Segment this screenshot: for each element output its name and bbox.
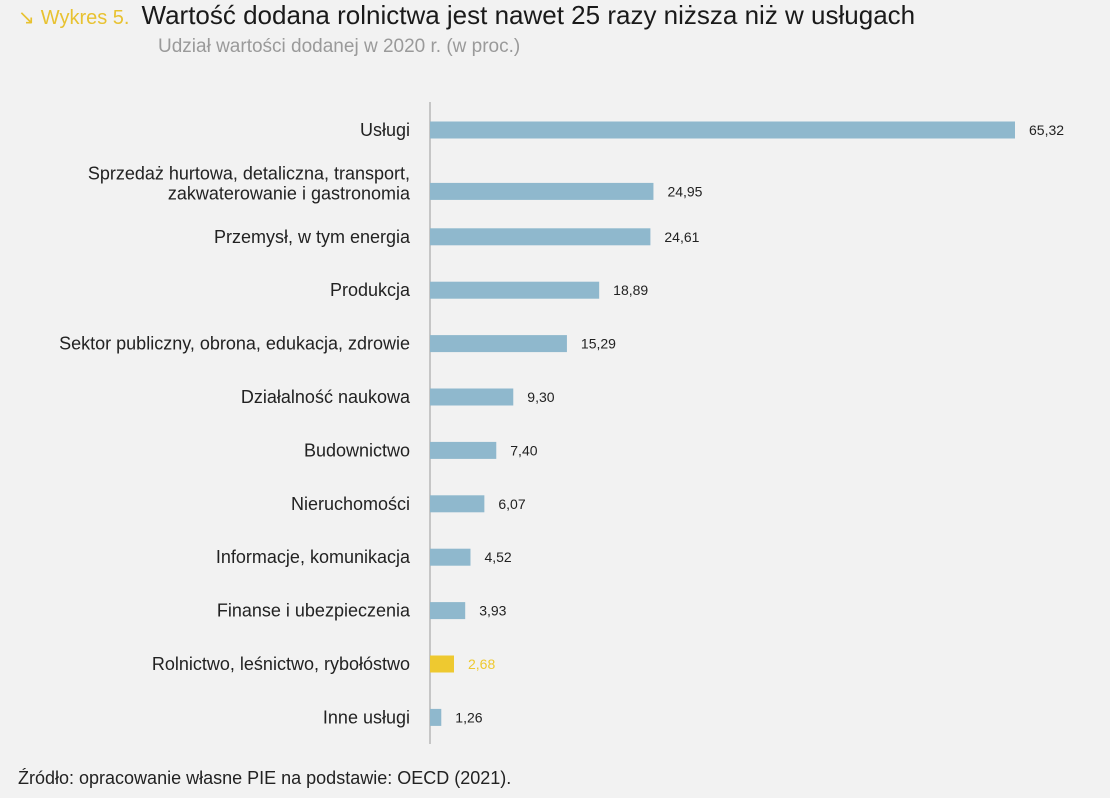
category-label: Działalność naukowa: [241, 387, 411, 407]
value-label: 15,29: [581, 336, 616, 352]
category-label: Przemysł, w tym energia: [214, 227, 411, 247]
figure-label: Wykres 5.: [40, 7, 130, 29]
category-label: Usługi: [360, 120, 410, 140]
bar: [430, 495, 485, 513]
category-label: Informacje, komunikacja: [216, 547, 411, 567]
bar: [430, 548, 471, 566]
value-label: 65,32: [1029, 122, 1064, 138]
value-label: 9,30: [527, 389, 554, 405]
bar: [430, 281, 600, 299]
chart-title: Wartość dodana rolnictwa jest nawet 25 r…: [141, 0, 916, 30]
category-label: Nieruchomości: [291, 494, 410, 514]
category-label: Budownictwo: [304, 440, 410, 460]
bar-chart: Usługi 65,32 Sprzedaż hurtowa, detaliczna,…: [59, 102, 1064, 744]
value-label: 1,26: [455, 709, 482, 725]
bar: [430, 441, 497, 459]
category-label: Sprzedaż hurtowa, detaliczna, transport,…: [88, 163, 411, 203]
bar: [430, 228, 651, 246]
category-label: Inne usługi: [323, 707, 410, 727]
value-label: 4,52: [484, 549, 511, 565]
value-label: 6,07: [498, 496, 525, 512]
source-note: Źródło: opracowanie własne PIE na podsta…: [18, 768, 512, 788]
category-label: Sektor publiczny, obrona, edukacja, zdro…: [59, 334, 410, 354]
chart-subtitle: Udział wartości dodanej w 2020 r. (w pro…: [158, 36, 521, 57]
category-label: Finanse i ubezpieczenia: [217, 601, 411, 621]
bar: [430, 121, 1015, 139]
value-label: 24,61: [664, 229, 699, 245]
category-label: Rolnictwo, leśnictwo, rybołóstwo: [152, 654, 410, 674]
value-label: 24,95: [667, 183, 702, 199]
value-label: 18,89: [613, 282, 648, 298]
arrow-down-right-icon: ↘: [18, 7, 35, 29]
bar: [430, 708, 442, 726]
bar: [430, 182, 654, 200]
value-label: 7,40: [510, 442, 537, 458]
chart-header: ↘ Wykres 5. Wartość dodana rolnictwa jes…: [18, 0, 1098, 58]
bar: [430, 655, 455, 673]
bar: [430, 602, 466, 620]
value-label: 2,68: [468, 656, 495, 672]
value-label: 3,93: [479, 603, 506, 619]
title-row: ↘ Wykres 5. Wartość dodana rolnictwa jes…: [18, 0, 1098, 34]
category-label: Produkcja: [330, 280, 411, 300]
bar: [430, 335, 567, 353]
bar: [430, 388, 514, 406]
